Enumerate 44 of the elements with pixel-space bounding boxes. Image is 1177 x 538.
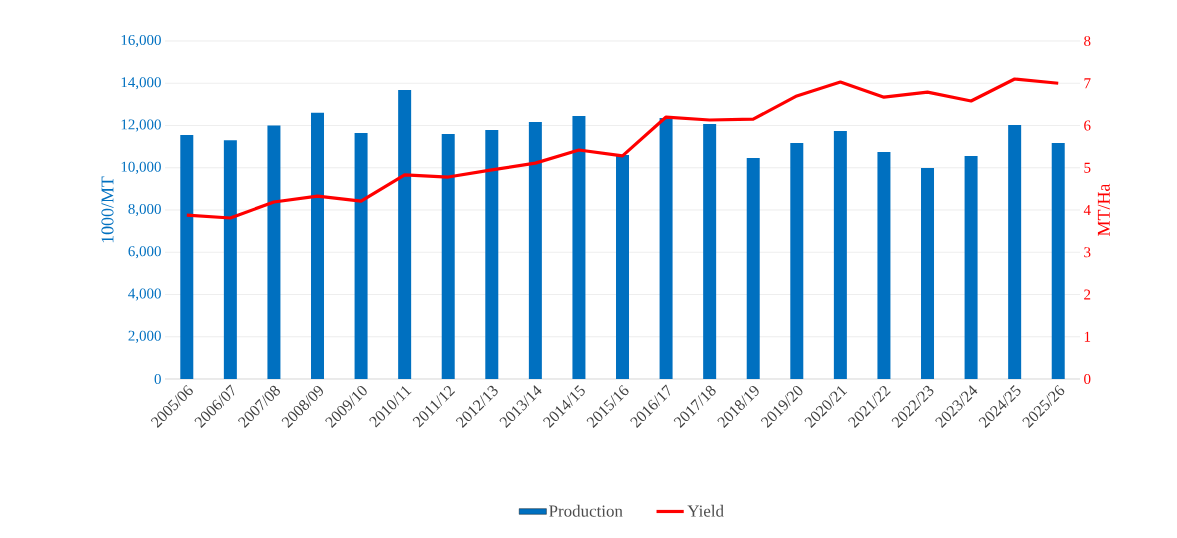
- bar: [616, 155, 630, 379]
- legend-label: Production: [549, 504, 623, 517]
- y-tick-label: 16,000: [121, 34, 161, 48]
- y-tick-label: 8,000: [128, 203, 161, 217]
- bar: [659, 117, 673, 379]
- bar: [311, 112, 324, 379]
- y2-tick-label: 6: [1084, 120, 1091, 131]
- bar: [398, 90, 412, 379]
- y-axis-title: 1000/MT: [101, 176, 114, 243]
- legend-label: Yield: [687, 504, 724, 517]
- bar: [572, 115, 586, 379]
- line-series: [185, 77, 1060, 220]
- bar: [180, 135, 194, 379]
- y2-tick-label: 0: [1084, 373, 1091, 385]
- y2-tick-label: 7: [1084, 78, 1091, 89]
- bar: [921, 167, 935, 379]
- y2-tick-label: 3: [1084, 247, 1091, 258]
- y-tick-label: 6,000: [128, 246, 161, 259]
- bar: [1051, 143, 1065, 379]
- bar: [485, 129, 499, 379]
- y2-tick-label: 8: [1084, 35, 1091, 47]
- y-tick-label: 4,000: [128, 288, 161, 301]
- bar: [703, 124, 717, 379]
- y-tick-label: 14,000: [121, 77, 161, 90]
- y2-axis-title: MT/Ha: [1097, 183, 1110, 236]
- y2-tick-label: 2: [1084, 289, 1091, 300]
- bar: [267, 125, 281, 379]
- bar: [223, 140, 237, 379]
- y-tick-label: 10,000: [121, 161, 161, 174]
- y2-tick-label: 5: [1084, 162, 1091, 173]
- bar: [877, 151, 891, 379]
- y2-tick-label: 4: [1083, 205, 1091, 215]
- bar: [354, 132, 368, 379]
- y2-tick-label: 1: [1084, 331, 1091, 342]
- y-tick-label: 12,000: [121, 119, 161, 132]
- y-tick-label: 2,000: [128, 330, 161, 343]
- bar: [528, 121, 542, 379]
- bar: [833, 130, 847, 379]
- bar: [964, 155, 978, 379]
- bar: [1008, 125, 1022, 379]
- y-tick-label: 0: [154, 373, 161, 385]
- bar: [441, 133, 455, 379]
- bar: [790, 143, 804, 379]
- bar: [746, 158, 760, 379]
